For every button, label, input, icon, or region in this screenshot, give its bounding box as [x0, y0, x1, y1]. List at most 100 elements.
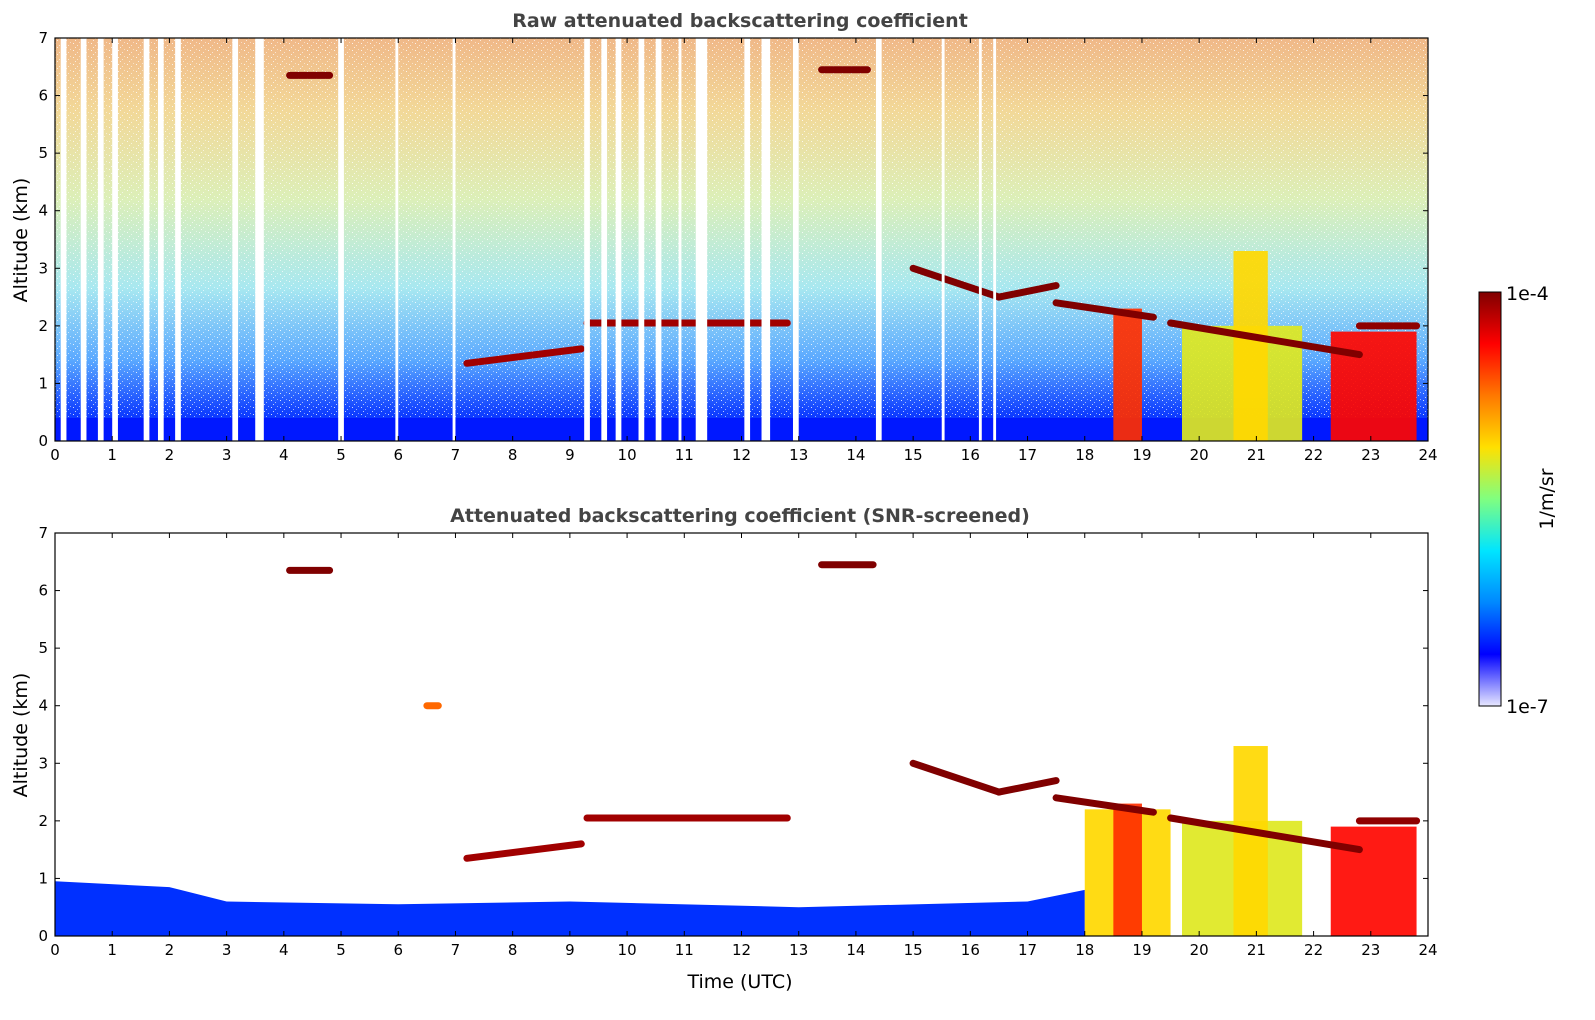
colorbar-unit-label: 1/m/sr [1536, 468, 1558, 529]
y-tick-label: 0 [38, 927, 48, 945]
boundary-layer-band [55, 881, 1085, 936]
panel-snr-screened: Attenuated backscattering coefficient (S… [10, 505, 1438, 993]
y-tick-label: 5 [38, 639, 48, 657]
x-tick-label: 16 [961, 941, 980, 959]
x-tick-label: 10 [618, 941, 637, 959]
cloud-layer-7 [1052, 794, 1157, 816]
x-tick-label: 2 [165, 941, 175, 959]
panel-2-axes: 0 1 2 3 4 5 6 7 8 9 10 11 12 13 14 15 16 17 18 19 20 21 22 23 24… [38, 524, 1437, 959]
x-tick-label: 1 [107, 446, 117, 464]
panel-2-data-layer [55, 533, 1428, 936]
precipitation-shaft-0 [1113, 308, 1142, 441]
missing-profile-10 [395, 38, 399, 441]
cloud-layer-8 [1167, 814, 1363, 854]
precipitation-shaft-3 [1330, 331, 1417, 441]
y-tick-label: 5 [38, 144, 48, 162]
x-tick-label: 0 [50, 446, 60, 464]
x-tick-label: 8 [508, 941, 518, 959]
cloud-layer-4 [909, 264, 1003, 301]
precipitation-shaft-4 [1330, 826, 1417, 936]
x-tick-label: 5 [336, 941, 346, 959]
missing-profile-5 [157, 38, 164, 441]
x-tick-label: 19 [1132, 446, 1151, 464]
y-tick-label: 1 [38, 374, 48, 392]
x-tick-label: 13 [789, 446, 808, 464]
missing-profile-6 [175, 38, 181, 441]
x-tick-label: 24 [1418, 941, 1437, 959]
x-tick-label: 9 [565, 446, 575, 464]
x-tick-label: 11 [675, 446, 694, 464]
x-tick-label: 4 [279, 446, 289, 464]
x-tick-label: 18 [1075, 446, 1094, 464]
x-tick-label: 17 [1018, 446, 1037, 464]
cloud-layer-6 [995, 777, 1060, 796]
missing-profile-25 [993, 38, 997, 441]
y-tick-label: 4 [38, 202, 48, 220]
y-tick-label: 6 [38, 87, 48, 105]
missing-profile-4 [143, 38, 150, 441]
x-tick-label: 8 [508, 446, 518, 464]
x-tick-label: 20 [1190, 446, 1209, 464]
missing-profile-17 [678, 38, 682, 441]
panel-raw: Raw attenuated backscattering coefficien… [10, 10, 1438, 464]
missing-profile-11 [452, 38, 456, 441]
y-tick-label: 1 [38, 869, 48, 887]
x-tick-label: 17 [1018, 941, 1037, 959]
missing-profile-20 [761, 38, 771, 441]
x-tick-label: 3 [222, 941, 232, 959]
precipitation-shaft-3 [1233, 746, 1268, 936]
missing-profile-12 [584, 38, 590, 441]
x-tick-label: 7 [451, 446, 461, 464]
x-tick-label: 15 [904, 941, 923, 959]
cloud-layer-7 [1167, 319, 1363, 359]
panel-1-data-layer [55, 38, 1428, 441]
missing-profile-7 [232, 38, 239, 441]
panel-2-xlabel: Time (UTC) [686, 971, 792, 993]
y-tick-label: 3 [38, 259, 48, 277]
missing-profile-0 [60, 38, 67, 441]
x-tick-label: 7 [451, 941, 461, 959]
precipitation-shaft-2 [1233, 251, 1268, 441]
x-tick-label: 12 [732, 446, 751, 464]
x-tick-label: 3 [222, 446, 232, 464]
precipitation-shaft-1 [1113, 803, 1142, 936]
y-tick-label: 2 [38, 812, 48, 830]
cloud-layer-2 [463, 345, 585, 367]
cloud-layer-5 [995, 282, 1060, 301]
y-tick-label: 7 [38, 29, 48, 47]
colorbar-min-label: 1e-7 [1506, 696, 1549, 718]
missing-profile-2 [97, 38, 104, 441]
x-tick-label: 22 [1304, 446, 1323, 464]
x-tick-label: 5 [336, 446, 346, 464]
x-tick-label: 21 [1247, 446, 1266, 464]
x-tick-label: 23 [1361, 446, 1380, 464]
missing-profile-16 [655, 38, 662, 441]
x-tick-label: 22 [1304, 941, 1323, 959]
y-tick-label: 0 [38, 432, 48, 450]
x-tick-label: 9 [565, 941, 575, 959]
x-tick-label: 10 [618, 446, 637, 464]
missing-profile-23 [941, 38, 945, 441]
x-tick-label: 14 [846, 941, 865, 959]
x-tick-label: 14 [846, 446, 865, 464]
missing-profile-19 [744, 38, 751, 441]
panel-1-axes: 0 1 2 3 4 5 6 7 8 9 10 11 12 13 14 15 16 17 18 19 20 21 22 23 24… [38, 29, 1437, 464]
x-tick-label: 21 [1247, 941, 1266, 959]
missing-profile-13 [601, 38, 608, 441]
x-tick-label: 4 [279, 941, 289, 959]
cloud-layer-3 [463, 840, 585, 862]
x-tick-label: 19 [1132, 941, 1151, 959]
x-tick-label: 11 [675, 941, 694, 959]
x-tick-label: 0 [50, 941, 60, 959]
colorbar-gradient [1478, 291, 1502, 707]
missing-profile-14 [615, 38, 622, 441]
missing-profile-15 [638, 38, 645, 441]
x-tick-label: 6 [393, 941, 403, 959]
y-tick-label: 3 [38, 754, 48, 772]
missing-profile-22 [875, 38, 882, 441]
cloud-layer-5 [909, 759, 1003, 796]
missing-profile-8 [255, 38, 264, 441]
colorbar: 1e-4 1e-7 1/m/sr [1478, 283, 1558, 718]
x-tick-label: 13 [789, 941, 808, 959]
